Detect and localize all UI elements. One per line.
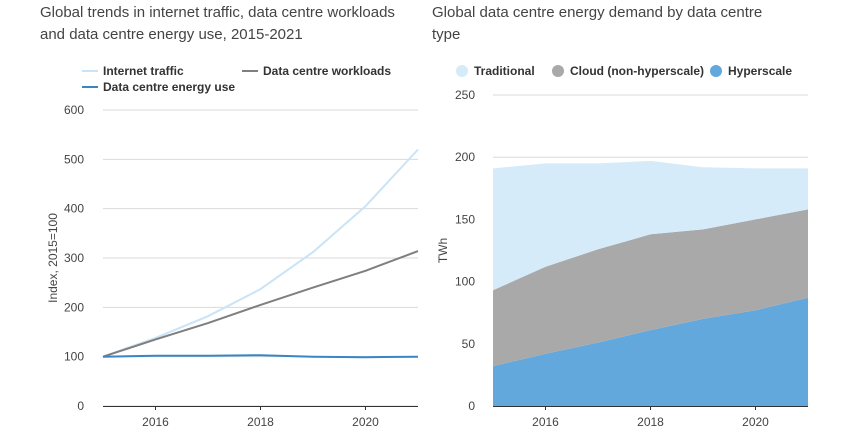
y-tick-label: 600: [64, 103, 84, 117]
legend-swatch-traditional: [456, 65, 468, 77]
y-tick-label: 500: [64, 152, 84, 166]
legend-label-cloud-non-hyperscale: Cloud (non-hyperscale): [570, 64, 704, 78]
x-tick-label: 2016: [142, 415, 169, 429]
stacked-areas: [493, 160, 808, 406]
area-traditional: [493, 160, 808, 291]
right-chart-title: Global data centre energy demand by data…: [432, 4, 763, 43]
legend-label-hyperscale: Hyperscale: [728, 64, 792, 78]
series-line-internet-traffic: [102, 148, 419, 358]
y-tick-label: 50: [462, 337, 476, 351]
y-tick-label: 200: [455, 150, 475, 164]
y-tick-label: 0: [77, 399, 84, 413]
y-tick-label: 300: [64, 251, 84, 265]
y-tick-label: 100: [455, 275, 475, 289]
x-tick-label: 2016: [532, 415, 559, 429]
y-tick-label: 150: [455, 212, 475, 226]
y-tick-label: 0: [468, 399, 475, 413]
x-tick-label: 2020: [742, 415, 769, 429]
legend-label-data-centre-workloads: Data centre workloads: [263, 64, 391, 78]
x-tick-label: 2018: [637, 415, 664, 429]
legend-label-internet-traffic: Internet traffic: [103, 64, 184, 78]
legend-swatch-cloud-non-hyperscale: [552, 65, 564, 77]
legend-label-data-centre-energy-use: Data centre energy use: [103, 80, 235, 94]
y-tick-label: 250: [455, 88, 475, 102]
series-line-data-centre-energy-use: [102, 354, 419, 359]
x-tick-label: 2020: [352, 415, 379, 429]
legend-label-traditional: Traditional: [474, 64, 535, 78]
y-tick-label: 200: [64, 300, 84, 314]
right-area-chart: 0 50 100 150 200 250 2016 2018 2020 TWh Traditiona…: [436, 64, 808, 429]
y-tick-label: 400: [64, 202, 84, 216]
left-chart-title: Global trends in internet traffic, data …: [40, 4, 395, 43]
y-tick-label: 100: [64, 350, 84, 364]
y-axis-label: TWh: [436, 238, 450, 263]
area-cloud-non-hyperscale: [493, 209, 808, 367]
left-line-chart: 0 100 200 300 400 500 600 2016 2018 2020 Index, 20…: [46, 64, 419, 429]
x-tick-label: 2018: [247, 415, 274, 429]
area-hyperscale: [493, 297, 808, 406]
legend-swatch-hyperscale: [710, 65, 722, 77]
y-axis-label: Index, 2015=100: [46, 213, 60, 303]
series-line-data-centre-workloads: [102, 250, 419, 358]
